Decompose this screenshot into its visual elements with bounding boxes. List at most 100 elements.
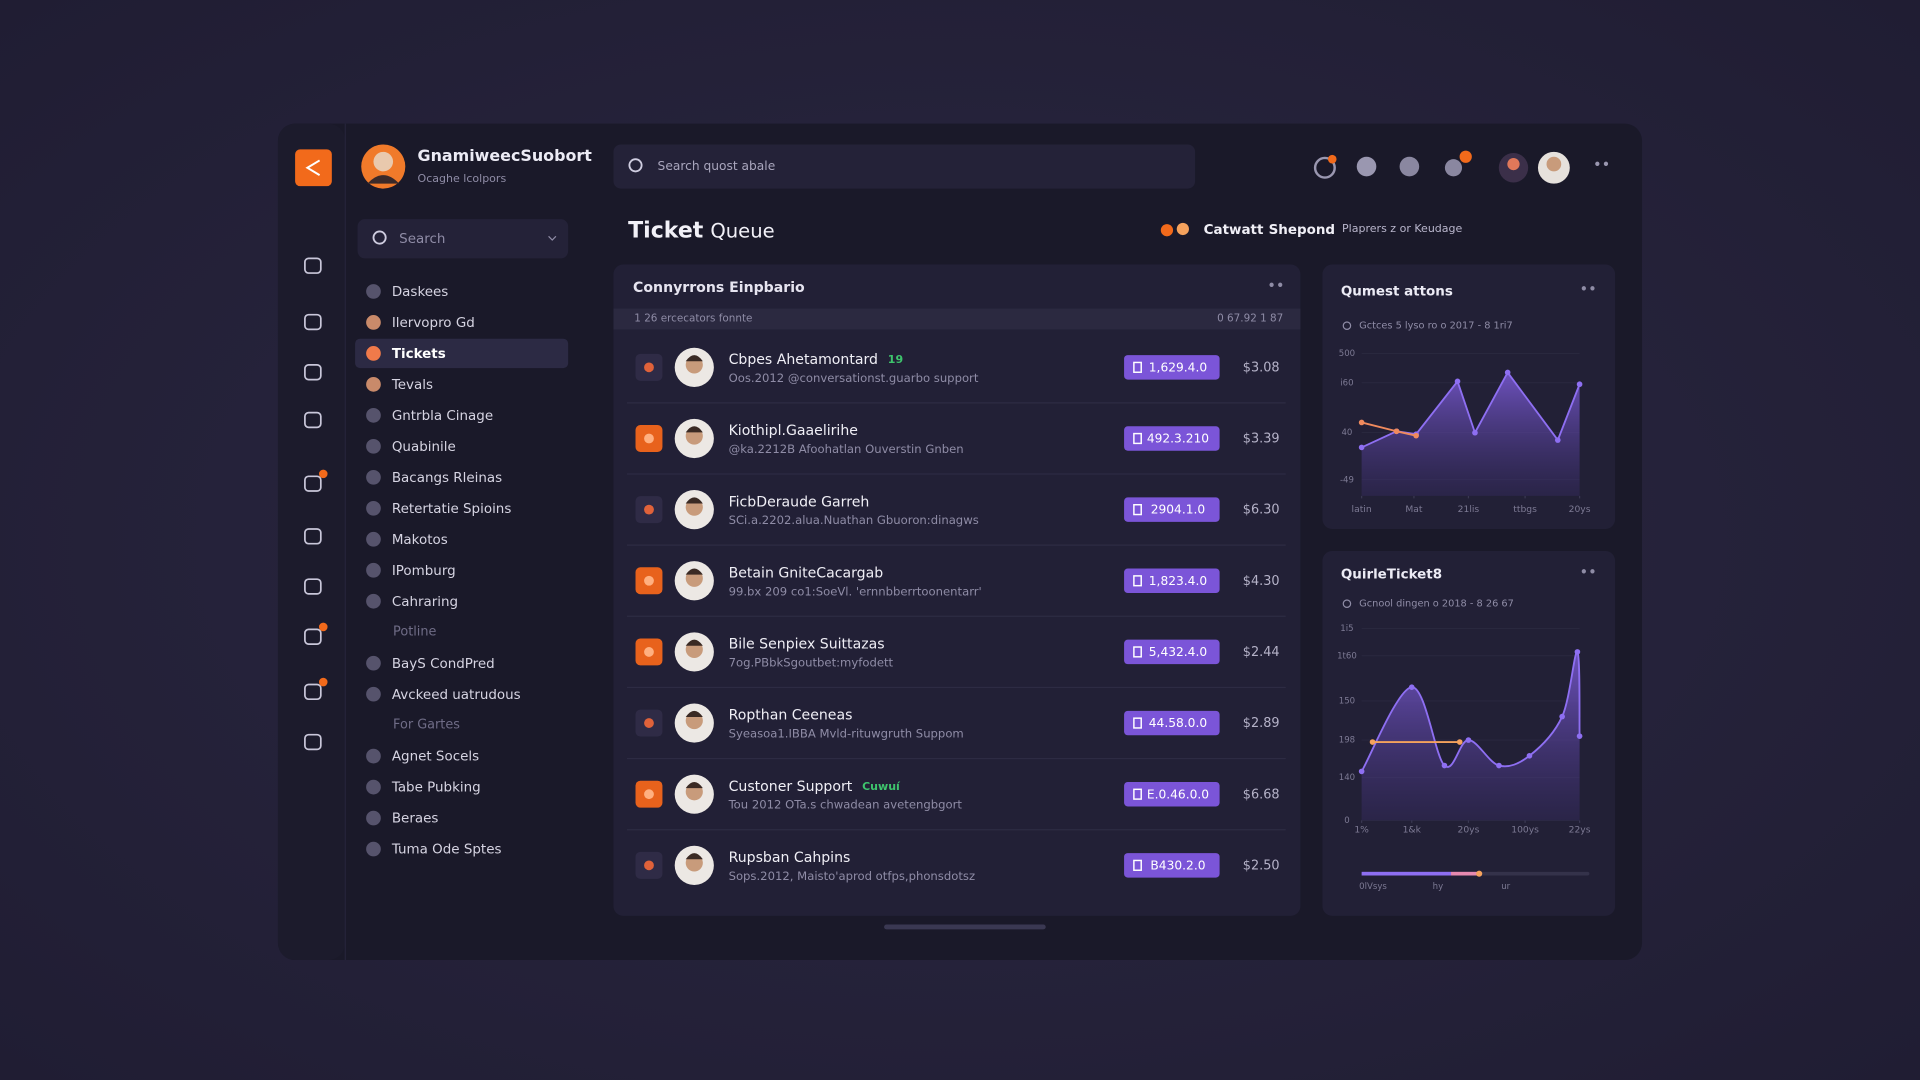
y-tick-label: i60 — [1340, 378, 1353, 388]
row-desc: Syeasoa1.IBBA Mvld-rituwgruth Suppom — [729, 727, 964, 741]
amount-icon — [1133, 504, 1142, 516]
y-tick-label: 0 — [1344, 816, 1349, 826]
nav-icon — [366, 315, 381, 330]
rail-icon[interactable] — [304, 733, 322, 751]
icon-button[interactable] — [1444, 159, 1463, 177]
series-point — [1441, 762, 1448, 769]
tab[interactable]: Shepond — [1269, 223, 1335, 238]
amount-icon — [1133, 788, 1142, 800]
icon-rail — [277, 123, 346, 961]
panel-title: Connyrrons Einpbario — [633, 280, 805, 296]
nav-item[interactable]: IPomburg — [392, 564, 456, 579]
amount-icon — [1133, 859, 1142, 871]
rail-icon[interactable] — [304, 313, 322, 331]
panel-menu[interactable]: •• — [1579, 281, 1596, 298]
nav-item[interactable]: Tevals — [391, 378, 433, 393]
nav-icon — [366, 810, 381, 826]
x-tick-label: latin — [1352, 504, 1372, 515]
rail-icon[interactable] — [304, 628, 322, 645]
rail-icon[interactable] — [304, 683, 322, 701]
tab[interactable]: Catwatt — [1204, 223, 1264, 238]
amount-badge[interactable] — [1124, 355, 1220, 380]
series-area — [1361, 651, 1580, 821]
nav-item[interactable]: Gntrbla Cinage — [392, 409, 493, 424]
nav-item[interactable]: Agnet Socels — [392, 750, 479, 765]
nav-item[interactable]: Tabe Pubking — [391, 781, 481, 796]
amount-badge[interactable] — [1124, 568, 1220, 594]
x-tick-label: 20ys — [1569, 504, 1591, 515]
nav-item[interactable]: Tuma Ode Sptes — [391, 843, 502, 858]
row-amount: E.0.46.0.0 — [1147, 787, 1209, 801]
amount-badge[interactable] — [1124, 426, 1220, 451]
row-desc: 7og.PBbkSgoutbet:myfodett — [729, 655, 894, 669]
nav-icon — [366, 779, 381, 795]
more-menu[interactable]: •• — [1593, 156, 1610, 173]
nav-item[interactable]: Bacangs Rleinas — [392, 471, 502, 486]
amount-badge[interactable] — [1124, 639, 1220, 665]
series-point — [1504, 369, 1511, 376]
sidebar-search-box[interactable] — [357, 219, 569, 259]
row-tag: 19 — [888, 353, 903, 366]
icon-button[interactable] — [1313, 156, 1336, 179]
amount-icon — [1133, 575, 1142, 587]
series-point — [1408, 684, 1415, 690]
y-tick-label: 1i5 — [1340, 624, 1353, 634]
row-avatar-hair — [685, 355, 703, 362]
y-tick-label: 140 — [1339, 773, 1355, 783]
tab-dot — [1176, 222, 1189, 236]
nav-item[interactable]: Makotos — [392, 533, 448, 548]
row-amount: 2904.1.0 — [1151, 503, 1205, 517]
nav-item[interactable]: Cahraring — [392, 595, 458, 610]
row-icon-glyph — [644, 860, 654, 871]
nav-icon — [366, 284, 381, 299]
amount-badge[interactable] — [1124, 781, 1220, 807]
nav-item[interactable]: Retertatie Spioins — [392, 502, 512, 517]
series-point — [1576, 381, 1583, 388]
amount-badge[interactable] — [1124, 710, 1220, 736]
brand-name: GnamiweecSuobort — [418, 146, 593, 165]
panel-menu[interactable]: •• — [1579, 564, 1596, 581]
nav-item[interactable]: Ilervopro Gd — [392, 316, 475, 331]
nav-heading: For Gartes — [393, 718, 460, 733]
nav-item[interactable]: Tickets — [392, 347, 446, 362]
rail-icon[interactable] — [304, 475, 322, 492]
top-search-box[interactable] — [613, 144, 1196, 189]
amount-badge[interactable] — [1124, 497, 1220, 522]
nav-icon — [366, 408, 381, 423]
nav-item[interactable]: Quabinile — [392, 440, 456, 455]
row-icon-glyph — [644, 504, 654, 515]
slider-label: 0lVsys — [1359, 882, 1387, 892]
logo-button[interactable] — [295, 149, 332, 187]
amount-badge[interactable] — [1124, 853, 1220, 878]
rail-icon[interactable] — [304, 257, 322, 274]
scrollbar[interactable] — [884, 924, 1046, 930]
series-point — [1358, 419, 1365, 426]
nav-item[interactable]: BayS CondPred — [392, 657, 495, 672]
nav-item[interactable]: Daskees — [392, 285, 449, 300]
series-point — [1554, 437, 1561, 443]
row-name: Custoner Support — [729, 779, 853, 795]
series-point — [1454, 378, 1461, 385]
rail-icon[interactable] — [304, 411, 322, 429]
summary-right: 0 67.92 1 87 — [1217, 312, 1283, 324]
series-point — [1496, 762, 1502, 769]
row-icon-glyph — [644, 647, 654, 657]
rail-icon[interactable] — [304, 578, 322, 595]
rail-icon[interactable] — [304, 364, 322, 381]
nav-heading: Potline — [393, 625, 436, 640]
nav-icon — [366, 593, 381, 609]
rail-icon[interactable] — [304, 528, 322, 545]
slider-label: ur — [1501, 882, 1510, 892]
row-amount: 44.58.0.0 — [1149, 716, 1207, 730]
x-tick-label: 100ys — [1511, 825, 1539, 836]
nav-item[interactable]: Avckeed uatrudous — [392, 688, 521, 703]
chart-panel — [1322, 551, 1616, 916]
brand-avatar-body — [367, 175, 400, 184]
panel-menu[interactable]: •• — [1267, 278, 1284, 295]
slider-handle[interactable] — [1476, 870, 1483, 877]
nav-item[interactable]: Beraes — [392, 812, 439, 827]
icon-button[interactable] — [1356, 156, 1377, 177]
chart-title: QuirleTicket8 — [1341, 567, 1442, 582]
series-point — [1574, 649, 1581, 655]
icon-button[interactable] — [1399, 156, 1420, 177]
